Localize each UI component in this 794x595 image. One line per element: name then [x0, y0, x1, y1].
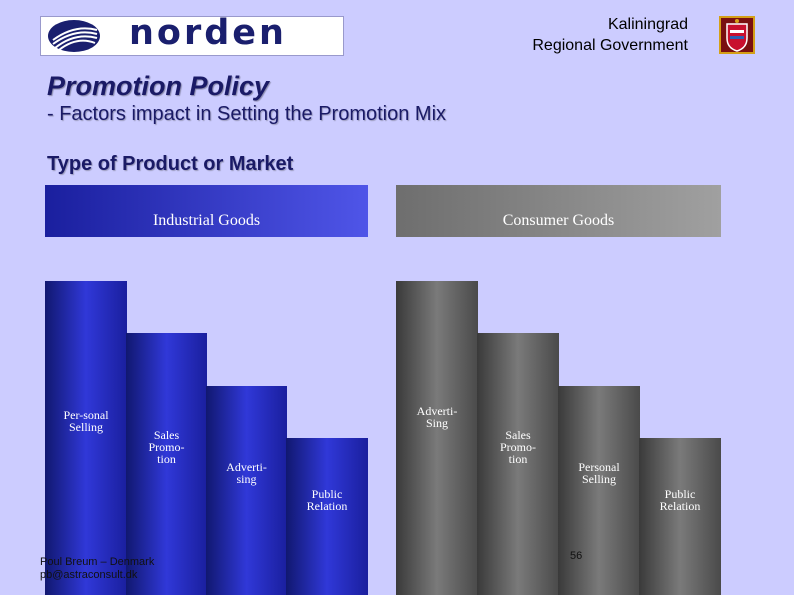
- industrial-label-sales-promotion: Sales Promo- tion: [148, 428, 185, 466]
- section-heading: Type of Product or Market: [47, 153, 294, 175]
- footer-credit: Poul Breum – Denmark pb@astraconsult.dk: [40, 556, 154, 582]
- page-subtitle: - Factors impact in Setting the Promotio…: [47, 103, 447, 125]
- consumer-label-personal-selling: Personal Selling: [578, 460, 620, 486]
- industrial-bar-personal-selling: [45, 281, 127, 595]
- consumer-bar-advertising: [396, 281, 478, 595]
- industrial-bar-public-relation: [286, 438, 368, 595]
- coat-of-arms-icon: [719, 16, 755, 54]
- industrial-bar-advertising: [206, 386, 287, 595]
- consumer-bar-personal-selling: [558, 386, 640, 595]
- consumer-bar-public-relation: [639, 438, 721, 595]
- region-title: Kaliningrad Regional Government: [532, 14, 688, 56]
- consumer-label-public-relation: Public Relation: [659, 487, 701, 513]
- region-line-2: Regional Government: [532, 37, 688, 54]
- industrial-label-personal-selling: Per-sonal Selling: [63, 408, 109, 434]
- norden-logo: norden: [40, 13, 344, 56]
- page-number: 56: [570, 550, 583, 562]
- industrial-label-public-relation: Public Relation: [306, 487, 348, 513]
- logo-wordmark: norden: [129, 13, 287, 53]
- industrial-bar-sales-promotion: [126, 333, 207, 595]
- footer-author: Poul Breum – Denmark: [40, 556, 155, 568]
- consumer-label-sales-promotion: Sales Promo- tion: [500, 428, 536, 466]
- footer-email: pb@astraconsult.dk: [40, 569, 138, 581]
- globe-icon: [48, 20, 100, 52]
- industrial-goods-header: Industrial Goods: [45, 185, 368, 237]
- page-title: Promotion Policy: [47, 71, 270, 101]
- industrial-label-advertising: Adverti- sing: [226, 460, 267, 486]
- consumer-label-advertising: Adverti- Sing: [416, 404, 458, 430]
- consumer-bar-sales-promotion: [477, 333, 559, 595]
- consumer-goods-header: Consumer Goods: [396, 185, 721, 237]
- region-line-1: Kaliningrad: [607, 16, 688, 33]
